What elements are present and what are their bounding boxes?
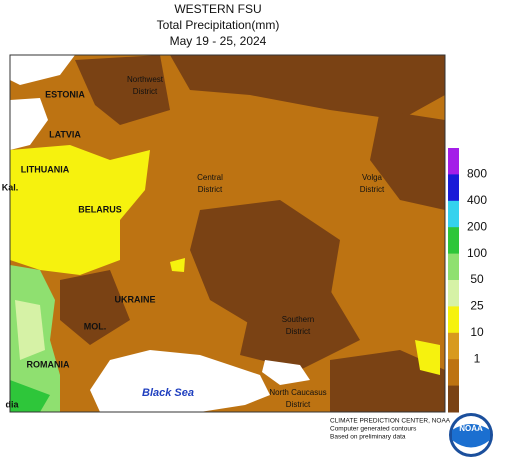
map-label: Volga (362, 173, 383, 182)
footer-line: Based on preliminary data (330, 434, 406, 441)
legend-swatch (448, 332, 459, 360)
subtitle: Total Precipitation(mm) (157, 18, 280, 32)
map-label: District (286, 400, 311, 409)
legend-label: 400 (467, 193, 487, 207)
footer-line: Computer generated contours (330, 426, 417, 433)
legend-swatch (448, 306, 459, 334)
map-label: LITHUANIA (21, 164, 70, 174)
legend-label: 50 (470, 272, 484, 286)
legend-label: 25 (470, 299, 484, 313)
dates: May 19 - 25, 2024 (170, 34, 267, 48)
noaa-logo: NOAA (449, 413, 493, 457)
map-label: North Caucasus (269, 388, 326, 397)
title: WESTERN FSU (174, 2, 261, 16)
map-label: District (198, 185, 223, 194)
map-label: Southern (282, 315, 314, 324)
map-label: ROMANIA (27, 359, 70, 369)
map-label: ESTONIA (45, 89, 85, 99)
legend-label: 200 (467, 219, 487, 233)
legend-swatch (448, 253, 459, 281)
map (9, 54, 446, 413)
map-label: UKRAINE (114, 294, 155, 304)
legend-label: 10 (470, 325, 484, 339)
map-label: District (133, 87, 158, 96)
map-label: dia (5, 399, 19, 409)
footer-line: CLIMATE PREDICTION CENTER, NOAA (330, 418, 451, 425)
legend-swatch (448, 227, 459, 255)
map-label: District (286, 327, 311, 336)
legend: 800 400 200 100 50 25 10 1 (448, 148, 487, 413)
legend-swatch (448, 280, 459, 307)
map-label: LATVIA (49, 129, 81, 139)
map-label: Kal. (2, 182, 19, 192)
legend-swatch (448, 359, 459, 387)
legend-swatch (448, 385, 459, 413)
map-label: MOL. (84, 321, 107, 331)
map-label: Black Sea (142, 387, 194, 399)
map-label: BELARUS (78, 204, 122, 214)
legend-swatch (448, 148, 459, 175)
legend-swatch (448, 174, 459, 202)
map-labels: ESTONIA LATVIA LITHUANIA BELARUS UKRAINE MOL.… (2, 75, 385, 409)
legend-label: 800 (467, 167, 487, 181)
legend-label: 100 (467, 246, 487, 260)
legend-swatch (448, 200, 459, 228)
legend-label: 1 (474, 351, 481, 365)
map-label: Northwest (127, 75, 164, 84)
map-label: District (360, 185, 385, 194)
logo-text: NOAA (459, 424, 483, 433)
map-label: Central (197, 173, 223, 182)
